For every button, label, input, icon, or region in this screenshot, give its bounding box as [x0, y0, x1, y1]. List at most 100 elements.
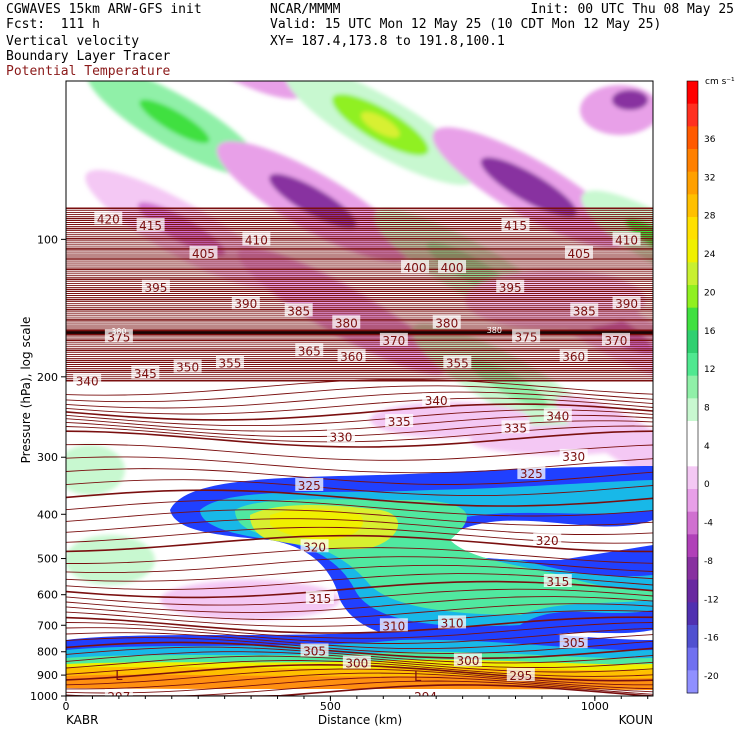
y-tick-label: 200 — [37, 371, 58, 384]
colorbar-unit: cm s⁻¹ — [705, 77, 735, 87]
theta-label: 385 — [573, 304, 596, 318]
field-theta: Potential Temperature — [6, 64, 171, 79]
colorbar-label: -12 — [704, 595, 719, 605]
theta-label-bg — [295, 343, 324, 357]
theta-label: 295 — [509, 669, 532, 683]
theta-label: 390 — [615, 297, 638, 311]
colorbar-swatch — [687, 171, 698, 195]
field-vertical-velocity: Vertical velocity — [6, 34, 140, 49]
colorbar-label: -16 — [704, 634, 719, 644]
colorbar-swatch — [687, 375, 698, 399]
model-title: CGWAVES 15km ARW-GFS init — [6, 2, 202, 17]
theta-label: 400 — [441, 261, 464, 275]
colorbar-swatch — [687, 579, 698, 603]
theta-label-bg — [533, 532, 562, 546]
colorbar-label: 20 — [704, 288, 716, 298]
theta-contour-line — [66, 627, 653, 644]
theta-label-bg — [438, 260, 467, 274]
colorbar-swatch — [687, 217, 698, 241]
xy-endpoints: XY= 187.4,173.8 to 191.8,100.1 — [270, 34, 505, 49]
colorbar-label: -20 — [704, 672, 719, 682]
theta-label-bg — [73, 373, 102, 387]
colorbar-label: 12 — [704, 365, 715, 375]
theta-labels: 420 415 415 410 410 405 405 400 400 395 395 390 390 3… — [73, 211, 641, 704]
theta-label-bg — [453, 653, 482, 667]
theta-label: 370 — [382, 334, 405, 348]
x-axis: 0 500 1000 — [63, 696, 649, 713]
colorbar: 36 32 28 24 20 16 12 8 4 0 -4 -8 -12 -16 -20 — [686, 80, 719, 694]
colorbar-label: 16 — [704, 327, 716, 337]
colorbar-label: -4 — [704, 519, 713, 529]
theta-label: 415 — [139, 219, 162, 233]
theta-label-bg — [543, 574, 572, 588]
colorbar-swatch — [687, 557, 698, 581]
colorbar-swatch — [687, 285, 698, 309]
theta-label: 415 — [504, 219, 527, 233]
colorbar-swatch — [687, 670, 698, 694]
theta-label: 335 — [388, 415, 411, 429]
theta-label: 390 — [234, 297, 257, 311]
theta-contour-line — [66, 509, 653, 526]
colorbar-swatch — [687, 239, 698, 263]
y-tick-label: 900 — [37, 669, 58, 682]
colorbar-swatch — [687, 398, 698, 422]
theta-label: 375 — [515, 330, 538, 344]
colorbar-label: 8 — [704, 404, 710, 414]
theta-contour-line — [66, 564, 653, 582]
theta-contour-line — [66, 556, 653, 574]
theta-contour-line — [66, 632, 653, 650]
theta-label-bg — [300, 539, 329, 553]
theta-label-bg — [385, 414, 414, 428]
theta-label: 420 — [97, 212, 120, 226]
theta-contour-line — [66, 622, 653, 639]
theta-contour-line — [66, 397, 653, 415]
theta-contour-line — [66, 680, 653, 696]
colorbar-swatch — [687, 625, 698, 649]
y-tick-label: 300 — [37, 451, 58, 464]
theta-contour-line — [66, 385, 653, 403]
band-label: 380 — [111, 327, 126, 336]
theta-label-bg — [189, 245, 218, 259]
theta-label-bg — [104, 329, 133, 343]
theta-contour-line — [66, 456, 653, 474]
theta-contour-line — [66, 637, 653, 654]
y-tick-label: 500 — [37, 553, 58, 566]
theta-label: 400 — [404, 261, 427, 275]
y-axis: 100 200 300 400 500 600 700 800 900 1000 — [30, 233, 66, 703]
theta-label-bg — [242, 232, 271, 246]
x-tick-label: 500 — [320, 700, 341, 713]
theta-contour-line — [66, 676, 653, 694]
theta-label-bg — [215, 355, 244, 369]
theta-label: 315 — [546, 575, 569, 589]
theta-label: 300 — [456, 654, 479, 668]
theta-label-bg — [284, 303, 313, 317]
theta-label-bg — [332, 315, 361, 329]
theta-label: 370 — [605, 334, 628, 348]
theta-contour-line — [66, 610, 653, 627]
theta-contour-line — [66, 425, 653, 443]
theta-contour-line — [66, 391, 653, 409]
theta-label-bg — [342, 655, 371, 669]
x-axis-label: Distance (km) — [318, 713, 402, 727]
field-tracer: Boundary Layer Tracer — [6, 49, 171, 64]
theta-label: 325 — [520, 467, 543, 481]
y-tick-label: 600 — [37, 589, 58, 602]
x-endpoint-right: KOUN — [619, 713, 653, 727]
theta-label-bg — [438, 615, 467, 629]
theta-contour-line — [66, 672, 653, 690]
theta-label-bg — [379, 332, 408, 346]
y-tick-label: 1000 — [30, 690, 58, 703]
theta-label-bg — [559, 348, 588, 362]
theta-label: 410 — [245, 233, 268, 247]
theta-label: 330 — [562, 450, 585, 464]
theta-label: 340 — [546, 409, 569, 423]
theta-contour-line — [66, 420, 653, 438]
theta-contour-line — [66, 641, 653, 660]
y-tick-label: 400 — [37, 508, 58, 521]
theta-label: 297 — [107, 690, 130, 704]
theta-label-bg — [300, 643, 329, 657]
theta-label: 310 — [382, 619, 405, 633]
theta-label: 315 — [308, 592, 331, 606]
theta-contour-line — [66, 430, 653, 448]
theta-label-bg — [559, 448, 588, 462]
